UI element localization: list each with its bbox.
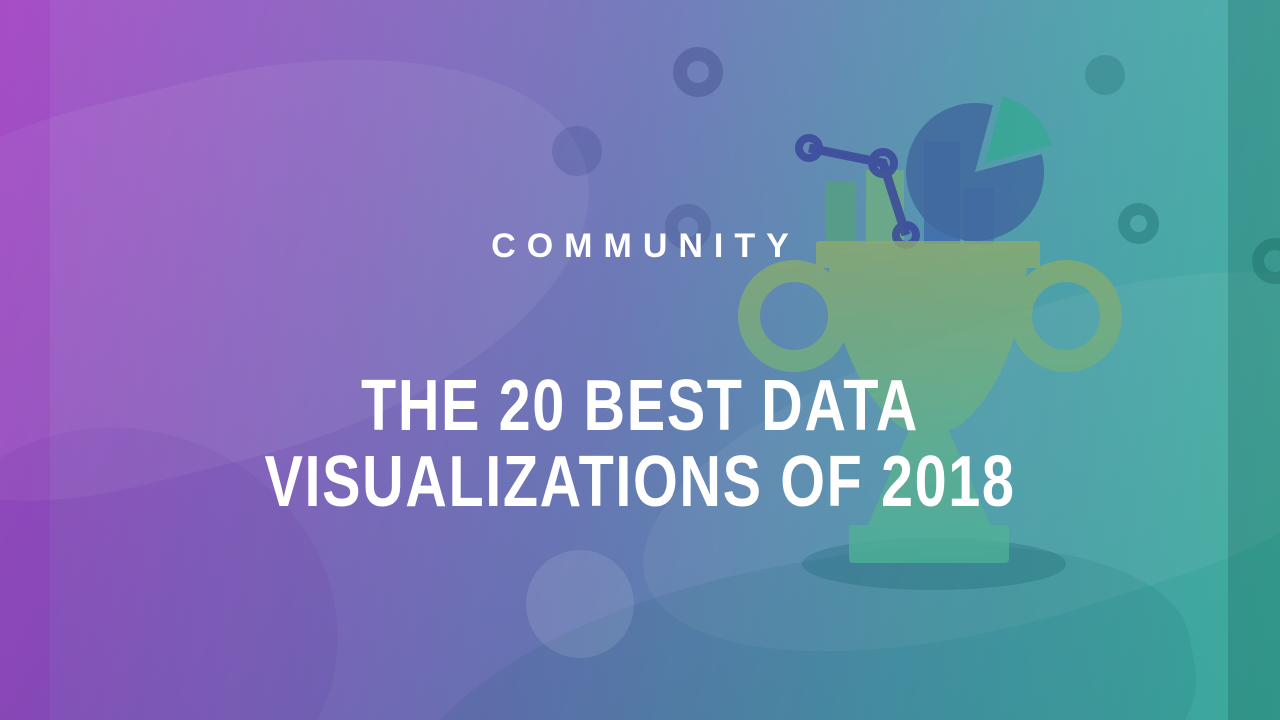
page-title: THE 20 BEST DATA VISUALIZATIONS OF 2018 — [128, 368, 1152, 520]
trophy-left-handle — [738, 260, 850, 372]
category-label: COMMUNITY — [491, 227, 800, 265]
trophy-rim — [816, 241, 1040, 268]
trophy-icon — [738, 241, 1122, 563]
circle-decor-icon — [552, 126, 602, 176]
page-title-line1: THE 20 BEST DATA — [361, 366, 919, 446]
donut-decor-icon — [665, 204, 711, 250]
trophy-right-handle — [1010, 260, 1122, 372]
donut-decor-icon — [673, 47, 723, 97]
highlight-circle — [526, 550, 634, 658]
donut-decor-icon — [1118, 203, 1159, 244]
trophy-base — [849, 525, 1009, 563]
pie-chart-icon — [906, 96, 1052, 241]
left-edge-strip — [0, 0, 50, 720]
trophy-bowl — [829, 266, 1027, 432]
trophy-stem — [867, 424, 991, 527]
right-edge-strip — [1228, 0, 1280, 720]
page-title-line2: VISUALIZATIONS OF 2018 — [264, 442, 1016, 522]
circle-decor-icon — [1085, 55, 1125, 95]
